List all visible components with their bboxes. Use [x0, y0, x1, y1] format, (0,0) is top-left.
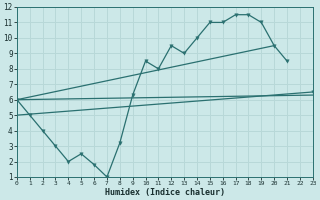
- X-axis label: Humidex (Indice chaleur): Humidex (Indice chaleur): [105, 188, 225, 197]
